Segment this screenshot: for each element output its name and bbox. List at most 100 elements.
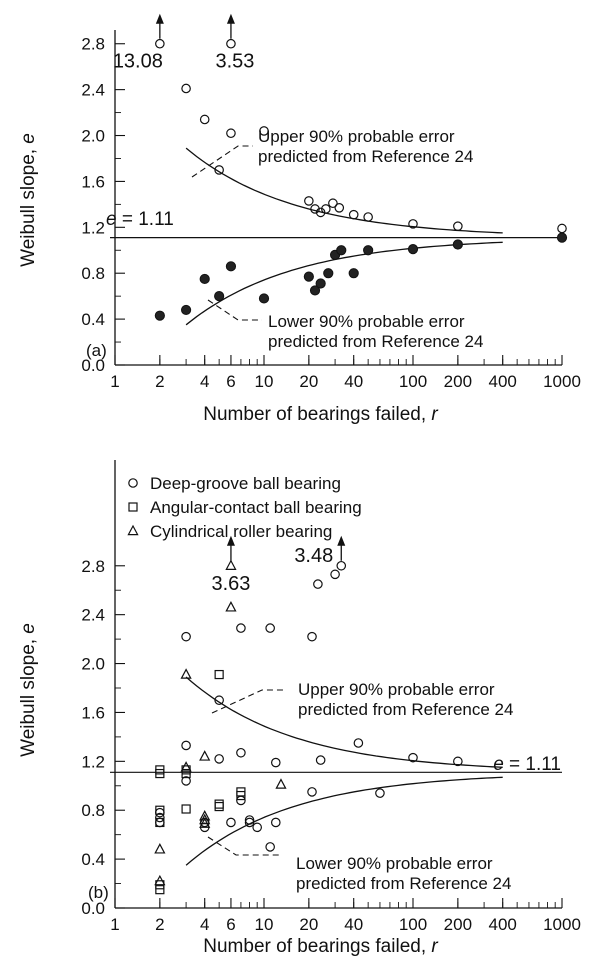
- data-point: [214, 291, 225, 302]
- data-point: [214, 165, 224, 175]
- y-tick-label: 0.4: [81, 310, 105, 329]
- data-point: [557, 223, 567, 234]
- legend-marker: [128, 478, 138, 488]
- y-tick-label: 2.0: [81, 655, 105, 674]
- x-axis-title: Number of bearings failed, r: [203, 404, 438, 425]
- x-tick-label: 400: [489, 372, 517, 391]
- y-tick-label: 0.0: [81, 899, 105, 918]
- data-point: [408, 219, 418, 229]
- data-point: [265, 623, 275, 633]
- data-point: [236, 790, 246, 801]
- data-point: [556, 232, 568, 243]
- y-tick-label: 2.4: [81, 81, 105, 100]
- data-point: [199, 813, 211, 825]
- y-tick-label: 1.6: [81, 703, 105, 722]
- offscale-arrowhead: [226, 13, 235, 24]
- y-tick-label: 1.2: [81, 752, 105, 771]
- data-point: [181, 768, 191, 779]
- data-point: [252, 822, 262, 833]
- data-point: [407, 244, 419, 255]
- data-point: [375, 788, 385, 798]
- reference-line-value: = 1.11: [504, 754, 561, 775]
- reference-line-label: e = 1.11: [493, 754, 561, 775]
- y-tick-label: 2.8: [81, 35, 105, 54]
- data-point: [334, 203, 345, 213]
- legend-marker: [128, 502, 138, 512]
- offscale-label: 3.48: [294, 545, 333, 567]
- data-point: [336, 245, 347, 256]
- data-point: [180, 668, 192, 679]
- data-point: [214, 754, 224, 764]
- data-point: [154, 874, 166, 886]
- data-point: [309, 285, 321, 296]
- data-point: [363, 212, 373, 222]
- panel-label: (b): [88, 883, 109, 902]
- data-point: [348, 268, 359, 279]
- data-point: [155, 885, 165, 895]
- data-point: [214, 669, 224, 680]
- x-tick-label: 20: [299, 915, 318, 934]
- data-point: [181, 776, 191, 786]
- y-tick-label: 2.4: [81, 606, 105, 625]
- reference-line-label: e = 1.11: [106, 209, 174, 230]
- data-point: [315, 207, 326, 218]
- x-tick-label: 1000: [543, 915, 581, 934]
- data-point: [199, 817, 211, 828]
- x-tick-label: 1: [110, 915, 119, 934]
- y-tick-label: 0.4: [81, 850, 105, 869]
- panel-b: 1 2 4 6 10 20 40 100 200 400 1000 0.0 0.4 0.8 1.2 1.6 2.…: [18, 460, 581, 957]
- legend-label: Angular-contact ball bearing: [150, 498, 362, 517]
- data-point: [408, 752, 418, 763]
- data-point: [353, 738, 364, 748]
- data-point: [236, 623, 246, 633]
- offscale-arrowhead: [155, 13, 164, 24]
- data-point: [304, 196, 314, 206]
- x-tick-label: 400: [489, 915, 517, 934]
- data-point: [328, 198, 338, 209]
- data-point: [315, 755, 326, 765]
- x-tick-label: 6: [226, 915, 235, 934]
- x-tick-label: 4: [200, 915, 209, 934]
- y-axis-title: Weibull slope, e: [18, 623, 39, 757]
- x-tick-label: 6: [226, 372, 235, 391]
- offscale-point: [225, 559, 237, 570]
- data-point: [155, 812, 165, 823]
- data-point: [244, 815, 255, 825]
- legend-marker: [127, 524, 139, 536]
- offscale-label: 3.63: [211, 573, 250, 595]
- data-point: [307, 631, 317, 642]
- reference-line-var: e: [493, 754, 504, 775]
- data-point: [330, 569, 340, 580]
- data-point: [363, 245, 374, 256]
- y-axis-title-var: e: [18, 623, 39, 634]
- x-axis-title: Number of bearings failed, r: [203, 936, 438, 957]
- lower-error-curve: [185, 776, 503, 866]
- upper-error-curve: [185, 676, 503, 768]
- x-tick-label: 1000: [543, 372, 581, 391]
- lower-annotation-leader: [207, 299, 262, 321]
- panel-a: 1 2 4 6 10 20 40 100 200 400 1000 0.0 0.4 0.8 1.2 1.6 2.…: [18, 13, 581, 425]
- data-point: [348, 209, 359, 220]
- x-tick-label: 200: [444, 372, 472, 391]
- upper-annotation-leader: [211, 689, 285, 714]
- data-point: [236, 795, 246, 806]
- data-point: [452, 239, 463, 250]
- x-tick-label: 4: [200, 372, 209, 391]
- legend-label: Cylindrical roller bearing: [150, 522, 332, 541]
- data-point: [313, 579, 323, 589]
- y-tick-label: 1.6: [81, 172, 105, 191]
- upper-annotation-text: Upper 90% probable error: [258, 127, 455, 146]
- x-tick-label: 1: [110, 372, 119, 391]
- x-tick-label: 100: [399, 372, 427, 391]
- data-point: [265, 842, 275, 852]
- y-axis-title: Weibull slope, e: [18, 133, 39, 267]
- offscale-label: 13.08: [113, 51, 163, 73]
- reference-line-value: = 1.11: [117, 209, 174, 230]
- data-point: [275, 778, 287, 789]
- legend-label: Deep-groove ball bearing: [150, 474, 341, 493]
- y-tick-label: 2.8: [81, 557, 105, 576]
- x-tick-label: 40: [344, 372, 363, 391]
- data-point: [181, 631, 191, 642]
- lower-annotation-text: Lower 90% probable error: [296, 854, 493, 873]
- upper-annotation-text: predicted from Reference 24: [258, 147, 473, 166]
